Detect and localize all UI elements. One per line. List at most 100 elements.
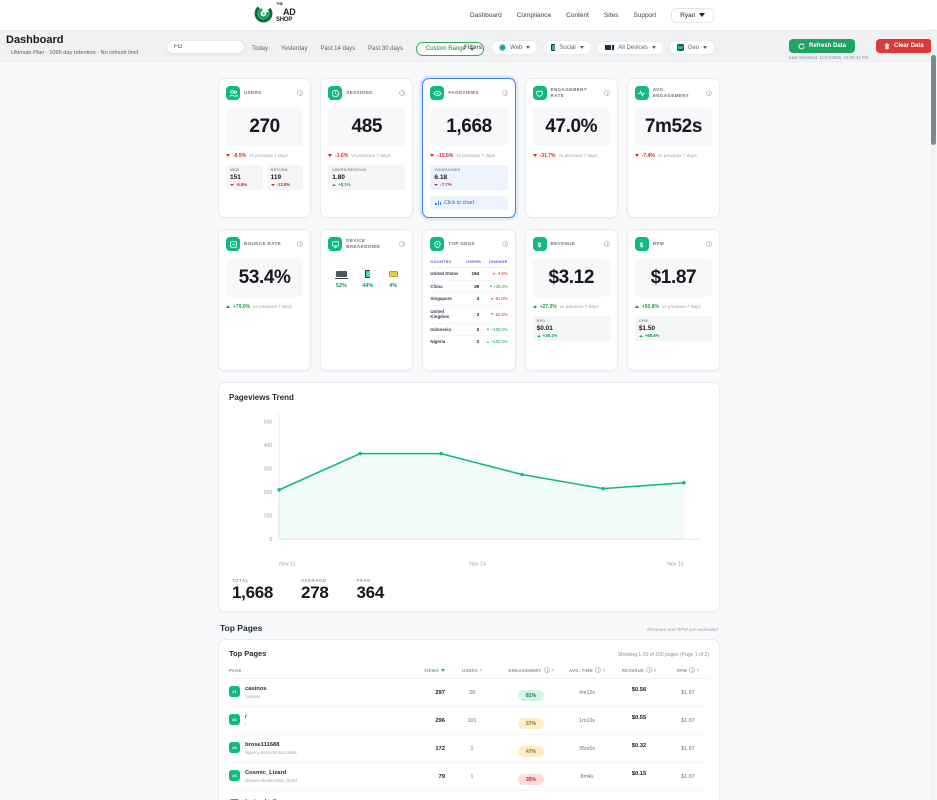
logo-shop: SHOP: [276, 17, 293, 24]
eye-icon: [430, 86, 445, 100]
monitor-icon: [328, 237, 343, 251]
revenue-card[interactable]: $ REVENUE $3.12 +27.3% vs previous 7 day…: [524, 229, 618, 371]
last-refreshed-text: Last refreshed: 11/17/2025, 10:20:41 PM: [789, 55, 869, 60]
pageviews-card[interactable]: PAGEVIEWS 1,668 -15.5% vs previous 7 day…: [422, 78, 516, 218]
info-icon[interactable]: [297, 90, 304, 96]
top-geos-card[interactable]: TOP GEOS COUNTRY USERS CHANGE United Sta…: [422, 229, 516, 371]
yesterday-button[interactable]: Yesterday: [281, 46, 308, 52]
return-users-substat: RETURN 119 -13.8%: [266, 165, 304, 190]
past-14-days-button[interactable]: Past 14 days: [320, 46, 356, 52]
mobile-share: 44%: [362, 269, 373, 289]
info-icon[interactable]: [399, 241, 406, 247]
peak-stat: PEAK 364: [356, 578, 385, 602]
table-row[interactable]: #5(untracked) $0.14: [229, 791, 709, 800]
svg-text:300: 300: [264, 467, 273, 473]
trash-icon: [884, 42, 890, 49]
col-users[interactable]: USERS: [445, 668, 499, 673]
refresh-data-button[interactable]: Refresh Data: [789, 39, 856, 53]
info-icon[interactable]: [501, 90, 508, 96]
geo-filter-dropdown[interactable]: Geo: [668, 40, 716, 55]
revenue-label: REVENUE: [550, 241, 576, 247]
info-icon[interactable]: [603, 241, 610, 247]
engagement-badge: 47%: [517, 746, 544, 757]
search-input[interactable]: [166, 40, 245, 54]
info-icon[interactable]: [501, 241, 508, 247]
page-path: /casinos: [245, 693, 261, 699]
avg-engagement-change: -7.4% vs previous 7 days: [634, 153, 712, 159]
user-name: Ryan: [680, 11, 696, 19]
bar-chart-icon: [435, 200, 442, 206]
custom-range-button[interactable]: Custom Range: [415, 42, 484, 56]
rpm-label: RPM: [652, 241, 665, 247]
nav-compliance[interactable]: Compliance: [516, 11, 552, 19]
engagement-rate-value: 47.0%: [532, 108, 610, 146]
user-menu-button[interactable]: Ryan: [671, 7, 715, 23]
page-path: /: [245, 721, 247, 727]
device-breakdown-card[interactable]: DEVICE BREAKDOWN 52% 44% 4%: [320, 229, 414, 371]
down-arrow-icon: [270, 183, 275, 186]
col-views[interactable]: VIEWS: [415, 668, 445, 673]
devices-filter-dropdown[interactable]: All Devices: [596, 40, 664, 55]
down-arrow-icon: [490, 313, 493, 315]
col-engagement[interactable]: ENGAGEMENT: [499, 667, 563, 673]
engagement-rate-card[interactable]: ENGAGEMENT RATE 47.0% -31.7% vs previous…: [524, 78, 618, 218]
table-row[interactable]: #4 Cosmic_Lizard/stream-client/cosmic_liz…: [229, 763, 709, 791]
rpm-value: $1.87: [634, 259, 713, 297]
social-filter-dropdown[interactable]: Social: [543, 40, 592, 55]
page-title-cell: /: [245, 714, 247, 721]
click-to-chart-link[interactable]: Click to chart: [430, 196, 508, 210]
svg-text:$: $: [640, 241, 644, 248]
avg-engagement-card[interactable]: AVG. ENGAGEMENT 7m52s -7.4% vs previous …: [626, 78, 721, 218]
nav-sites[interactable]: Sites: [603, 11, 619, 19]
pageviews-label: PAGEVIEWS: [448, 90, 479, 96]
info-icon[interactable]: [594, 667, 601, 673]
geo-row: Indonesia 2 +100.0%: [430, 324, 508, 336]
info-icon[interactable]: [543, 667, 550, 673]
kpi-row-1: USERS 270 -8.5% vs previous 7 days NEW 1…: [218, 78, 721, 218]
refresh-data-label: Refresh Data: [809, 43, 847, 49]
users-card[interactable]: USERS 270 -8.5% vs previous 7 days NEW 1…: [218, 78, 312, 218]
logo-ad: AD: [283, 7, 296, 18]
info-icon[interactable]: [399, 90, 406, 96]
chevron-down-icon: [703, 46, 708, 49]
dollar-icon: $: [532, 237, 547, 251]
engagement-badge: 81%: [517, 690, 544, 701]
sessions-card[interactable]: SESSIONS 485 -1.6% vs previous 7 days US…: [320, 78, 414, 218]
scrollbar-thumb[interactable]: [931, 55, 936, 145]
heart-icon: [532, 86, 547, 100]
today-button[interactable]: Today: [252, 46, 269, 52]
refresh-icon: [798, 42, 805, 49]
past-30-days-button[interactable]: Past 30 days: [368, 46, 403, 52]
geo-row: Nigeria 2 +100.0%: [430, 339, 508, 345]
web-filter-dropdown[interactable]: Web: [491, 40, 539, 55]
table-row[interactable]: #3 brose111688/agency-demo/brose111688 17…: [229, 735, 709, 763]
info-icon[interactable]: [689, 667, 696, 673]
info-icon[interactable]: [297, 241, 304, 247]
rpm-card[interactable]: $ RPM $1.87 +50.8% vs previous 7 days CP…: [626, 229, 721, 371]
col-rpm[interactable]: RPM: [667, 667, 709, 673]
trend-chart: 0 100 200 300 400 500 Nov 11 Nov 14 Nov 16: [264, 413, 700, 567]
bounce-rate-card[interactable]: BOUNCE RATE 53.4% +79.0% vs previous 7 d…: [218, 229, 312, 371]
down-arrow-icon: [490, 297, 493, 300]
col-avg-time[interactable]: AVG. TIME: [563, 667, 611, 673]
info-icon[interactable]: [706, 241, 713, 247]
nav-support[interactable]: Support: [633, 11, 657, 19]
table-row[interactable]: #2// 296 101 57% 1m10s $0.55- $1.87: [229, 707, 709, 735]
info-icon[interactable]: [646, 667, 653, 673]
sessions-value: 485: [328, 108, 406, 146]
col-page[interactable]: PAGE: [229, 667, 242, 673]
clear-data-button[interactable]: Clear Data: [876, 39, 932, 53]
chart-title: Pageviews Trend: [229, 393, 294, 402]
info-icon[interactable]: [706, 90, 713, 96]
info-icon[interactable]: [603, 90, 610, 96]
nav-dashboard[interactable]: Dashboard: [470, 11, 502, 19]
col-revenue[interactable]: REVENUE: [611, 667, 667, 673]
top-pages-card-title: Top Pages: [229, 649, 267, 658]
bounce-rate-label: BOUNCE RATE: [244, 241, 282, 247]
table-row[interactable]: #1 casinos/casinos 297 39 81% 4m12s $0.56…: [229, 679, 709, 707]
new-users-substat: NEW 151 -5.8%: [226, 165, 263, 190]
rpm-change: +50.8% vs previous 7 days: [634, 304, 712, 310]
nav-content[interactable]: Content: [566, 11, 589, 19]
page-title-cell: brose111688: [245, 742, 280, 749]
down-arrow-icon: [430, 154, 435, 157]
